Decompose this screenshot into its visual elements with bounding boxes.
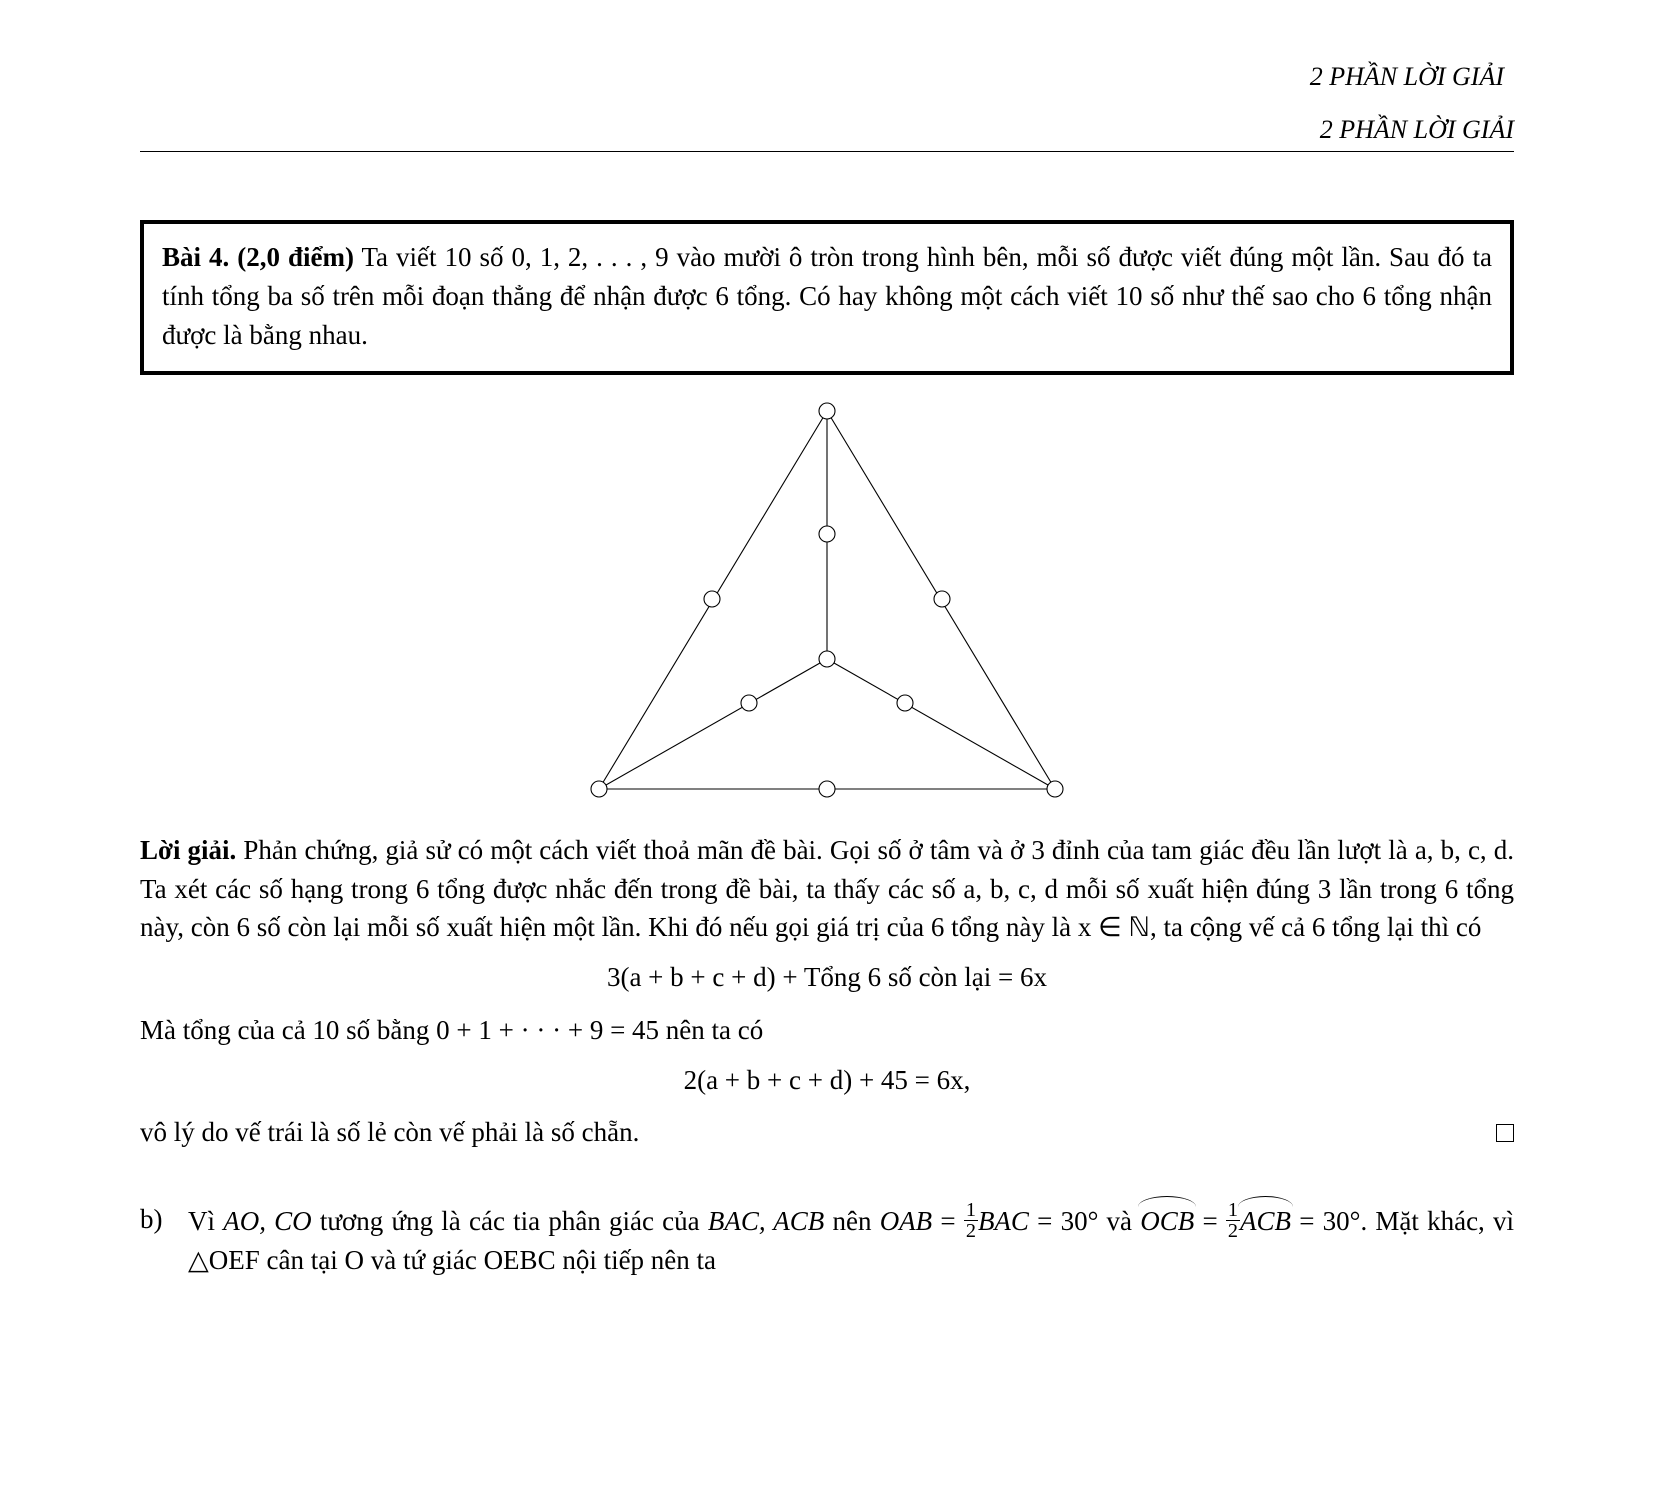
equation-2: 2(a + b + c + d) + 45 = 6x, — [140, 1061, 1514, 1099]
pb-t9: = 30° và — [1029, 1206, 1140, 1236]
pb-t11: = — [1194, 1206, 1226, 1236]
equation-1: 3(a + b + c + d) + Tổng 6 số còn lại = 6… — [140, 958, 1514, 996]
solution-p1: Phản chứng, giả sử có một cách viết thoả… — [140, 835, 1514, 942]
part-b-label: b) — [140, 1200, 163, 1239]
triangle-diagram — [567, 389, 1087, 809]
header-rule — [140, 151, 1514, 152]
frac-half-1: 12 — [964, 1200, 978, 1242]
qed-icon — [1496, 1124, 1514, 1142]
pb-t6: OAB — [880, 1206, 932, 1236]
pb-t3: tương ứng là các tia phân giác của — [312, 1206, 708, 1236]
section-header: 2 PHẦN LỜI GIẢI — [140, 115, 1514, 160]
problem-label: Bài 4. — [162, 242, 229, 272]
part-b: b) Vì AO, CO tương ứng là các tia phân g… — [140, 1200, 1514, 1281]
header-faint: 2 PHẦN LỜI GIẢI — [1310, 62, 1504, 92]
diagram-container — [140, 389, 1514, 809]
pb-t2: AO, CO — [223, 1206, 311, 1236]
section-header-text: 2 PHẦN LỜI GIẢI — [1320, 115, 1514, 144]
arc-ocb: OCB — [1140, 1202, 1194, 1241]
problem-text: Ta viết 10 số 0, 1, 2, . . . , 9 vào mườ… — [162, 242, 1492, 350]
solution-p3: vô lý do vế trái là số lẻ còn vế phải là… — [140, 1113, 639, 1151]
solution-label: Lời giải. — [140, 835, 236, 865]
pb-t4: BAC, ACB — [708, 1206, 824, 1236]
solution-p2: Mà tổng của cả 10 số bằng 0 + 1 + · · · … — [140, 1011, 1514, 1049]
solution-block: Lời giải. Phản chứng, giả sử có một cách… — [140, 831, 1514, 1151]
pb-t1: Vì — [188, 1206, 223, 1236]
pb-t12: ACB — [1240, 1206, 1291, 1236]
pb-t5: nên — [824, 1206, 879, 1236]
pb-t7: = — [932, 1206, 964, 1236]
pb-t8: BAC — [978, 1206, 1029, 1236]
arc-acb: ACB — [1240, 1202, 1291, 1241]
pb-t10: OCB — [1140, 1206, 1194, 1236]
problem-box: Bài 4. (2,0 điểm) Ta viết 10 số 0, 1, 2,… — [140, 220, 1514, 375]
problem-points: (2,0 điểm) — [237, 242, 354, 272]
